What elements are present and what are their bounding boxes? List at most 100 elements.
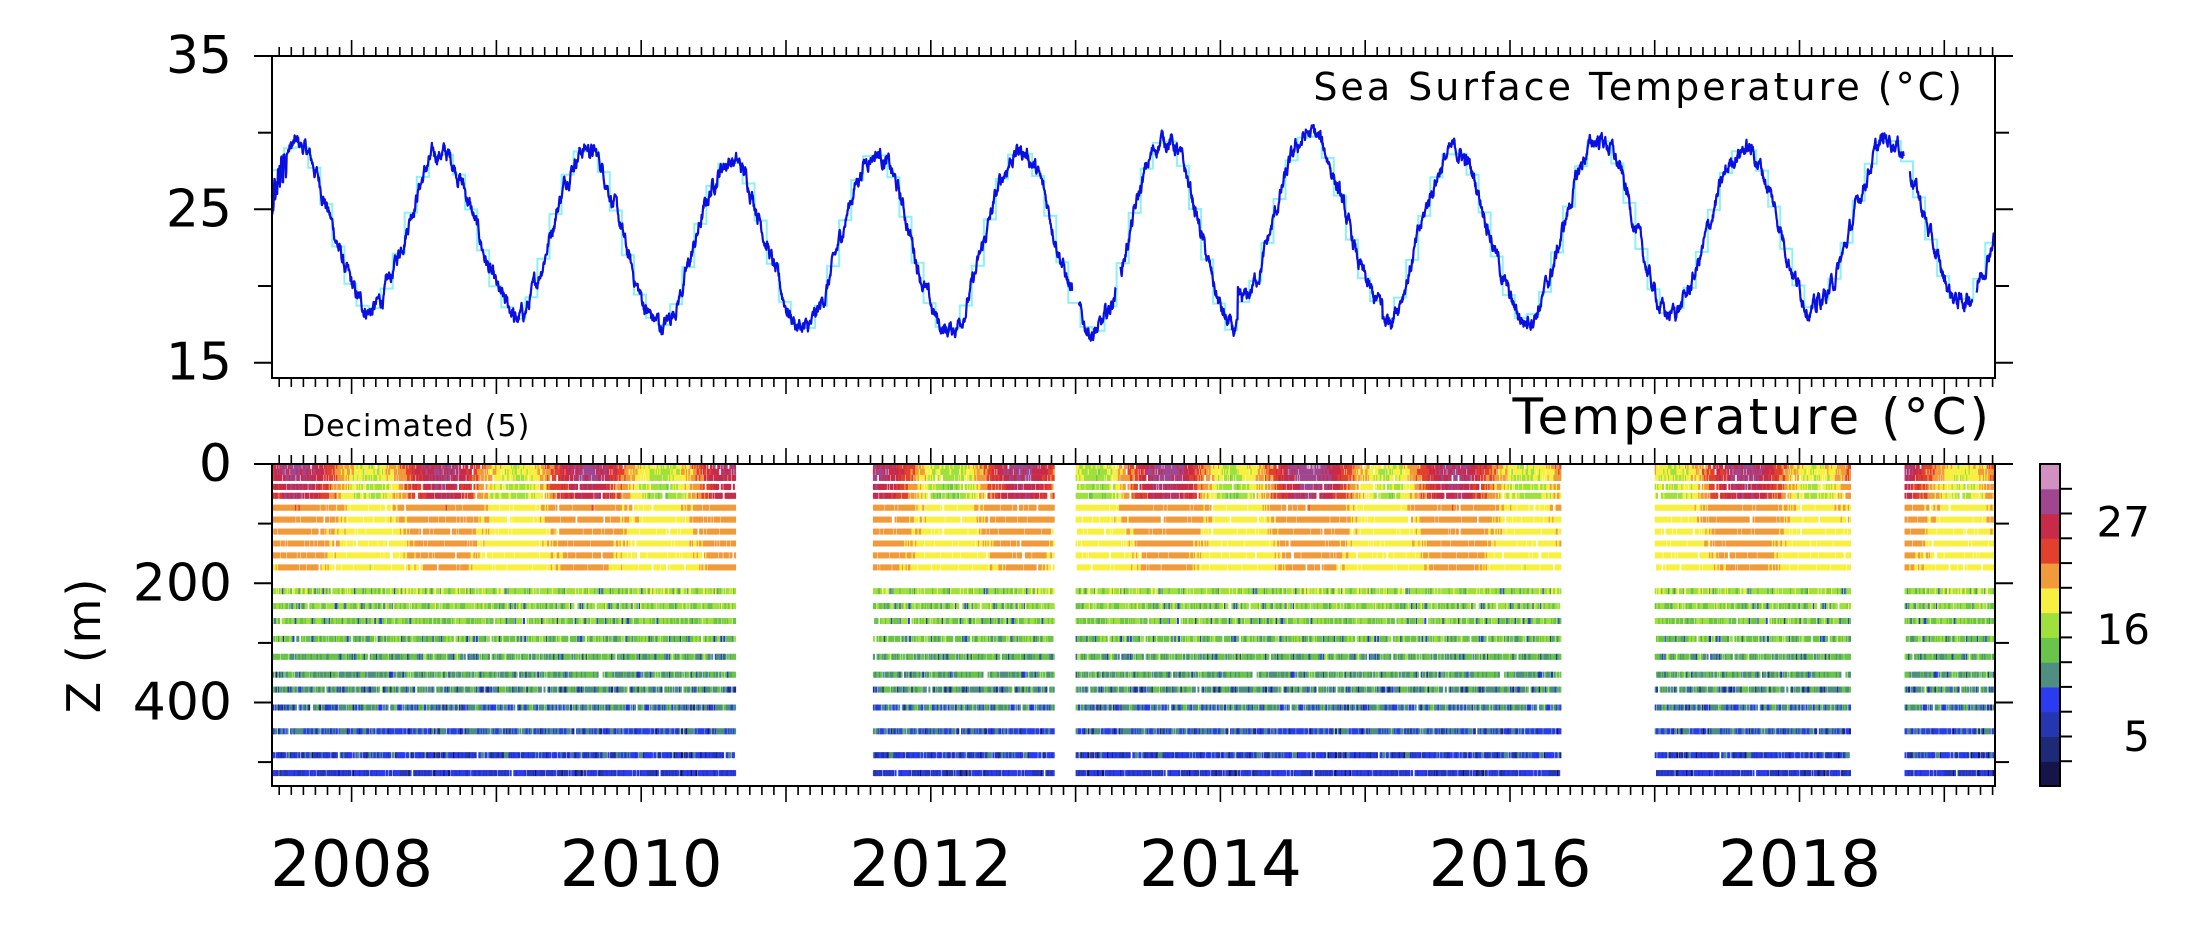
heatmap-cell bbox=[547, 540, 550, 547]
heatmap-cell bbox=[274, 704, 277, 711]
heatmap-cell bbox=[401, 483, 404, 490]
heatmap-cell bbox=[298, 618, 301, 624]
heatmap-cell bbox=[284, 552, 287, 559]
heatmap-cell bbox=[465, 492, 468, 499]
heatmap-cell bbox=[351, 540, 354, 547]
heatmap-cell bbox=[317, 704, 320, 711]
heatmap-cell bbox=[333, 474, 336, 481]
heatmap-cell bbox=[290, 468, 293, 475]
heatmap-cell bbox=[332, 588, 335, 595]
heatmap-cell bbox=[326, 504, 329, 511]
heatmap-cell bbox=[317, 686, 320, 693]
heatmap-cell bbox=[348, 516, 350, 523]
heatmap-cell bbox=[328, 603, 331, 610]
heatmap-cell bbox=[351, 603, 354, 610]
heatmap-cell bbox=[352, 528, 355, 535]
heatmap-cell bbox=[344, 728, 347, 735]
heatmap-cell bbox=[281, 504, 284, 511]
heatmap-cell bbox=[316, 704, 319, 711]
heatmap-cell bbox=[311, 618, 314, 624]
heatmap-cell bbox=[459, 492, 461, 499]
heatmap-cell bbox=[351, 653, 354, 660]
heatmap-cell bbox=[537, 540, 540, 547]
heatmap-cell bbox=[328, 770, 331, 777]
heatmap-cell bbox=[307, 770, 309, 777]
heatmap-cell bbox=[504, 704, 507, 711]
heatmap-cell bbox=[309, 483, 312, 490]
heatmap-cell bbox=[439, 671, 442, 678]
heatmap-cell bbox=[298, 704, 301, 711]
heatmap-cell bbox=[335, 492, 338, 499]
heatmap-cell bbox=[328, 728, 331, 735]
heatmap-cell bbox=[296, 770, 299, 777]
heatmap-cell bbox=[340, 588, 343, 595]
heatmap-cell bbox=[428, 686, 431, 693]
heatmap-cell bbox=[346, 770, 349, 777]
heatmap-cell bbox=[313, 618, 315, 624]
heatmap-cell bbox=[294, 588, 297, 595]
heatmap-cell bbox=[337, 474, 340, 481]
heatmap-cell bbox=[350, 704, 353, 711]
heatmap-cell bbox=[305, 540, 308, 547]
heatmap-cell bbox=[286, 504, 289, 511]
heatmap-cell bbox=[304, 671, 307, 678]
heatmap-cell bbox=[349, 483, 352, 490]
heatmap-cell bbox=[307, 728, 309, 735]
heatmap-cell bbox=[321, 552, 324, 559]
heatmap-cell bbox=[297, 653, 300, 660]
heatmap-cell bbox=[342, 686, 344, 693]
heatmap-cell bbox=[343, 504, 346, 511]
heatmap-cell bbox=[274, 728, 277, 735]
heatmap-cell bbox=[278, 704, 280, 711]
heatmap-cell bbox=[305, 504, 308, 511]
heatmap-cell bbox=[309, 516, 312, 523]
heatmap-cell bbox=[334, 463, 337, 469]
heatmap-cell bbox=[287, 618, 290, 624]
heatmap-cell bbox=[317, 540, 320, 547]
heatmap-cell bbox=[350, 540, 353, 547]
heatmap-cell bbox=[286, 752, 289, 759]
heatmap-cell bbox=[320, 504, 323, 511]
heatmap-cell bbox=[308, 468, 311, 475]
heatmap-cell bbox=[307, 635, 309, 642]
heatmap-cell bbox=[281, 492, 284, 499]
heatmap-cell bbox=[296, 653, 299, 660]
heatmap-cell bbox=[297, 504, 300, 511]
heatmap-cell bbox=[307, 686, 309, 693]
heatmap-cell bbox=[282, 463, 285, 469]
heatmap-cell bbox=[504, 564, 507, 571]
heatmap-cell bbox=[474, 671, 477, 678]
heatmap-cell bbox=[393, 704, 396, 711]
heatmap-cell bbox=[393, 474, 396, 481]
heatmap-cell bbox=[287, 492, 290, 499]
heatmap-cell bbox=[343, 474, 346, 481]
heatmap-cell bbox=[293, 728, 296, 735]
heatmap-cell bbox=[280, 463, 283, 469]
heatmap-cell bbox=[319, 704, 322, 711]
heatmap-cell bbox=[322, 552, 325, 559]
heatmap-cell bbox=[322, 728, 325, 735]
heatmap-cell bbox=[472, 618, 475, 624]
heatmap-cell bbox=[279, 528, 282, 535]
heatmap-cell bbox=[348, 704, 350, 711]
heatmap-cell bbox=[297, 552, 300, 559]
heatmap-cell bbox=[302, 463, 305, 469]
heatmap-cell bbox=[326, 564, 329, 571]
heatmap-cell bbox=[320, 671, 323, 678]
heatmap-cell bbox=[325, 483, 328, 490]
heatmap-cell bbox=[281, 528, 284, 535]
heatmap-cell bbox=[389, 752, 391, 759]
heatmap-cell bbox=[290, 540, 293, 547]
heatmap-cell bbox=[311, 463, 314, 469]
heatmap-cell bbox=[340, 686, 343, 693]
heatmap-cell bbox=[292, 474, 295, 481]
heatmap-cell bbox=[462, 686, 465, 693]
heatmap-cell bbox=[291, 635, 294, 642]
heatmap-cell bbox=[320, 483, 323, 490]
heatmap-cell bbox=[346, 671, 349, 678]
heatmap-cell bbox=[331, 483, 334, 490]
heatmap-cell bbox=[308, 483, 311, 490]
heatmap-cell bbox=[282, 474, 285, 481]
heatmap-cell bbox=[323, 728, 326, 735]
heatmap-cell bbox=[477, 653, 480, 660]
